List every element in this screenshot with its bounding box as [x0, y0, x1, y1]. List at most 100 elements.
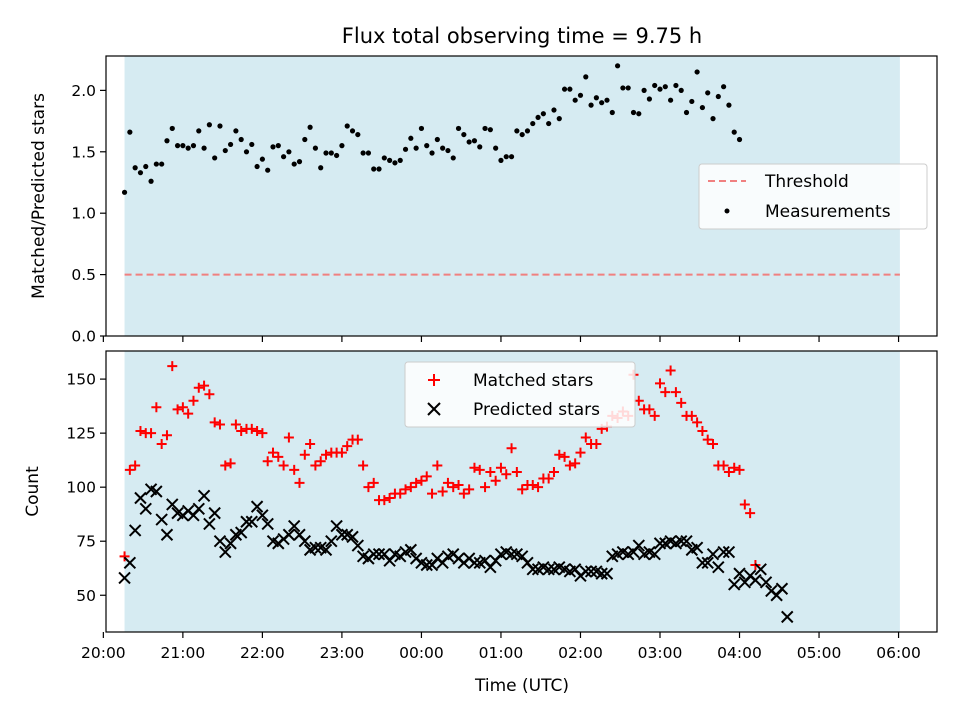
predicted-star-point: [722, 545, 736, 559]
predicted-star-point: [319, 543, 333, 557]
predicted-star-point: [579, 565, 592, 578]
measurement-point: [540, 111, 546, 117]
matched-star-point: [421, 471, 432, 482]
predicted-star-point: [706, 547, 720, 561]
matched-star-point: [533, 482, 544, 493]
measurement-point: [180, 143, 186, 149]
matched-star-point: [591, 438, 602, 449]
measurement-point: [493, 145, 499, 151]
matched-star-point: [570, 458, 581, 469]
x-tick-label: 20:00: [81, 644, 126, 662]
matched-star-point: [193, 382, 204, 393]
measurement-point: [408, 135, 414, 141]
measurement-point: [148, 178, 154, 184]
matched-star-point: [676, 397, 687, 408]
matched-star-point: [342, 441, 353, 452]
measurement-point: [487, 127, 493, 133]
matched-star-point: [130, 460, 141, 471]
measurement-point: [137, 170, 144, 176]
matched-star-point: [474, 464, 485, 475]
measurement-point: [153, 161, 159, 167]
bottom-legend-box: [404, 361, 636, 428]
matched-star-point: [411, 477, 422, 488]
predicted-star-point: [139, 502, 152, 515]
measurement-point: [328, 150, 334, 156]
measurements-legend-label: Measurements: [765, 202, 891, 222]
predicted-star-point: [203, 517, 216, 531]
matched-star-point: [708, 438, 719, 449]
measurement-point: [514, 128, 520, 134]
measurement-point: [508, 154, 515, 160]
measurement-point: [673, 82, 679, 89]
predicted-star-point: [749, 573, 762, 587]
measurement-point: [689, 98, 695, 105]
matched-star-point: [172, 404, 183, 415]
measurement-point: [159, 161, 165, 167]
measurement-point: [360, 150, 366, 156]
measurement-point: [365, 150, 372, 156]
predicted-star-point: [224, 537, 237, 550]
matched-star-point: [395, 488, 406, 499]
matched-star-point: [665, 365, 676, 376]
measurement-point: [736, 136, 743, 143]
matched-star-point: [230, 419, 241, 430]
matched-star-point: [294, 477, 305, 488]
matched-star-point: [437, 486, 448, 497]
measurement-point: [683, 109, 690, 116]
y-tick-label: 100: [66, 479, 96, 497]
matched-star-point: [734, 464, 745, 475]
measurement-point: [710, 116, 716, 122]
matched-star-point: [167, 361, 178, 372]
matched-star-point: [379, 495, 390, 506]
matched-star-point: [527, 480, 538, 491]
matched-star-point: [692, 417, 703, 428]
matched-star-point: [564, 460, 575, 471]
measurement-point: [450, 155, 456, 161]
measurement-point: [620, 85, 626, 91]
measurement-point: [636, 111, 642, 117]
measurement-point: [143, 163, 149, 170]
predicted-star-point: [632, 539, 646, 552]
matched-star-point: [188, 395, 199, 406]
matched-star-point: [257, 428, 268, 439]
measurement-point: [604, 97, 610, 103]
y-tick-label: 50: [76, 587, 96, 605]
matched-star-point: [517, 484, 528, 495]
measurement-point: [588, 102, 594, 108]
measurement-point: [614, 63, 621, 69]
predicted-star-point: [346, 530, 359, 544]
matched-star-point: [644, 404, 655, 415]
predicted-star-point: [219, 545, 232, 559]
matched-star-point: [453, 480, 464, 491]
measurement-point: [556, 116, 562, 122]
predicted-star-point: [335, 528, 349, 541]
matched-star-point: [469, 462, 480, 473]
measurement-point: [418, 125, 425, 132]
predicted-star-point: [701, 556, 714, 570]
measurement-point: [243, 149, 250, 155]
measurement-point: [227, 141, 234, 148]
measurement-point: [424, 143, 430, 149]
measurement-point: [196, 128, 202, 134]
predicted-star-point: [717, 545, 730, 559]
measurement-point: [455, 125, 462, 132]
matched-star-point: [135, 425, 146, 436]
matched-star-point: [432, 460, 443, 471]
matched-legend-label: Matched stars: [473, 371, 593, 391]
predicted-star-point: [287, 519, 301, 533]
measurement-point: [609, 109, 615, 116]
predicted-star-point: [155, 513, 168, 526]
measurement-point: [307, 124, 313, 130]
predicted-star-point: [696, 556, 709, 570]
predicted-star-point: [234, 526, 248, 539]
y-tick-label: 2.0: [71, 82, 96, 100]
bottom-axes: 20:00 21:00 22:00 23:00 00:00 01:00 02:00 03:00…: [66, 350, 938, 662]
measurement-point: [715, 93, 721, 100]
matched-star-point: [416, 475, 427, 486]
measurement-point: [503, 154, 509, 160]
measurement-point: [233, 128, 239, 134]
matched-star-point: [697, 425, 708, 436]
measurement-point: [567, 86, 573, 92]
measurement-point: [212, 155, 218, 161]
